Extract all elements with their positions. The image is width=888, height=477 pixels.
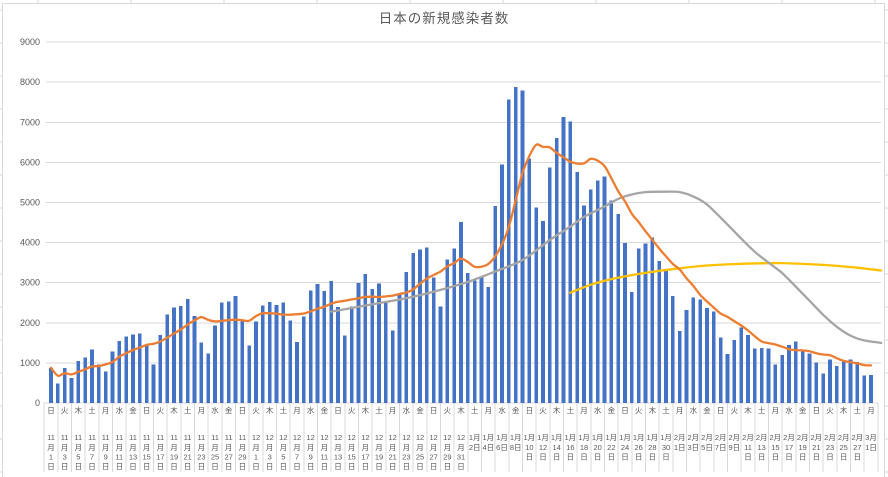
svg-text:9000: 9000 [20, 37, 40, 47]
bars-series[interactable] [49, 86, 873, 404]
svg-text:6000: 6000 [20, 157, 40, 167]
y-axis-labels: 0 1000 2000 3000 4000 5000 6000 7000 8000 9000 [20, 37, 40, 408]
svg-text:8000: 8000 [20, 77, 40, 87]
x-axis-labels: 日 11 月 1 日火 11 月 3 日木 11 月 5 日土 11 月 7 日月 11 月 9 日水 11 月 11 日金 11… [47, 405, 877, 471]
orange-line-series[interactable] [49, 143, 873, 377]
gray-line-series[interactable] [330, 190, 883, 345]
yellow-line-series[interactable] [569, 261, 883, 294]
svg-text:2000: 2000 [20, 318, 40, 328]
svg-text:5000: 5000 [20, 198, 40, 208]
svg-text:7000: 7000 [20, 117, 40, 127]
svg-text:4000: 4000 [20, 238, 40, 248]
svg-text:3000: 3000 [20, 278, 40, 288]
x-axis-separators [43, 403, 879, 472]
svg-text:0: 0 [35, 398, 40, 408]
svg-text:1000: 1000 [20, 358, 40, 368]
